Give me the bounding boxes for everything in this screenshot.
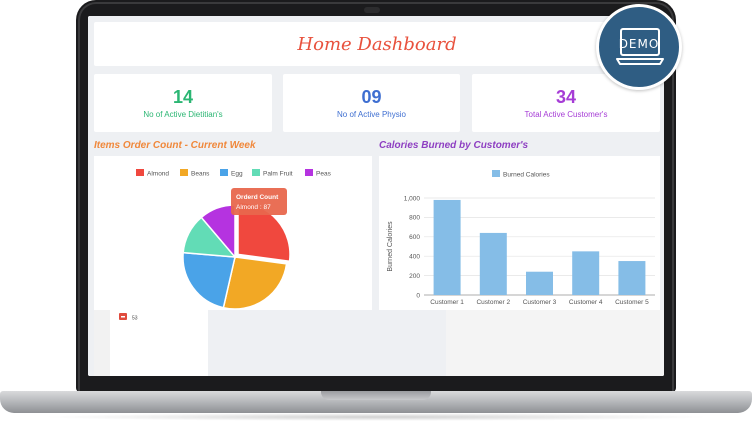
pie-legend-item-almond[interactable]: Almond: [136, 169, 169, 178]
y-tick-label: 600: [409, 234, 420, 241]
laptop-base: [0, 391, 752, 413]
bar-2[interactable]: [479, 232, 507, 295]
legend-label: Egg: [231, 171, 243, 178]
stat-value: 14: [172, 87, 194, 107]
demo-badge[interactable]: DEMO: [596, 4, 682, 90]
legend-label: Peas: [316, 171, 332, 178]
lower-left-panel: 53: [110, 310, 208, 376]
laptop-icon: [616, 28, 664, 65]
legend-swatch: [136, 169, 144, 176]
y-tick-label: 1,000: [404, 195, 421, 202]
bar-4[interactable]: [572, 251, 600, 295]
stat-value: 34: [555, 87, 577, 107]
pie-section-title: Items Order Count - Current Week: [94, 140, 256, 151]
lower-strip: [94, 310, 110, 376]
x-tick-label: Customer 1: [430, 299, 464, 306]
stat-card-dietitians[interactable]: 14 No of Active Dietitian's: [94, 74, 272, 132]
bar-section-title: Calories Burned by Customer's: [379, 140, 529, 151]
laptop-notch: [321, 391, 431, 400]
pie-tooltip: Orderd Count Almond : 87: [231, 188, 287, 215]
bar-3[interactable]: [526, 271, 553, 295]
legend-label: Burned Calories: [503, 172, 550, 179]
lower-legend-swatch-mark: [121, 316, 125, 318]
laptop-shadow: [40, 413, 712, 421]
bar-1[interactable]: [433, 199, 461, 295]
legend-swatch: [305, 169, 313, 176]
x-tick-label: Customer 2: [476, 299, 510, 306]
y-tick-label: 200: [409, 273, 420, 280]
legend-label: Beans: [191, 171, 210, 178]
tooltip-text: Almond : 87: [236, 204, 271, 211]
legend-swatch: [492, 170, 500, 177]
legend-swatch: [180, 169, 188, 176]
demo-label: DEMO: [618, 37, 660, 51]
x-tick-label: Customer 3: [523, 299, 557, 306]
y-tick-label: 0: [416, 292, 420, 299]
lower-legend-value: 53: [132, 316, 138, 322]
pie-legend-item-egg[interactable]: Egg: [220, 169, 243, 178]
stat-value: 09: [361, 87, 382, 107]
pie-chart: Almond Beans Egg Palm Fruit Peas Orderd Count…: [136, 169, 332, 310]
legend-label: Almond: [147, 171, 169, 178]
pie-legend-item-beans[interactable]: Beans: [180, 169, 210, 178]
pie-slice-egg[interactable]: [182, 251, 236, 309]
pie-chart-panel: Almond Beans Egg Palm Fruit Peas Orderd Count…: [94, 156, 372, 310]
dashboard-header: Home Dashboard: [94, 22, 660, 66]
tooltip-title: Orderd Count: [236, 194, 279, 201]
y-tick-label: 800: [409, 215, 420, 222]
x-tick-label: Customer 4: [569, 299, 603, 306]
pie-legend-item-palm-fruit[interactable]: Palm Fruit: [252, 169, 293, 178]
bar-chart: Burned Calories 0 200 400 600 800 1,000 Custome…: [387, 170, 655, 317]
camera: [364, 7, 380, 13]
pie-legend-item-peas[interactable]: Peas: [305, 169, 332, 178]
legend-label: Palm Fruit: [263, 171, 293, 178]
y-axis-title: Burned Calories: [387, 221, 394, 272]
legend-swatch: [252, 169, 260, 176]
stat-label: No of Active Physio: [337, 110, 406, 119]
legend-swatch: [220, 169, 228, 176]
bar-5[interactable]: [618, 261, 646, 295]
stat-card-physio[interactable]: 09 No of Active Physio: [283, 74, 460, 132]
x-tick-label: Customer 5: [615, 299, 649, 306]
lower-legend: 53: [119, 313, 138, 322]
page-title: Home Dashboard: [297, 33, 457, 55]
y-tick-label: 400: [409, 254, 420, 261]
bar-legend-item[interactable]: Burned Calories: [492, 170, 550, 179]
tooltip-box: [231, 188, 287, 215]
stat-label: No of Active Dietitian's: [143, 110, 223, 119]
bar-chart-panel: Burned Calories 0 200 400 600 800 1,000 Custome…: [379, 156, 660, 317]
screen: Home Dashboard 14 No of Active Dietitian…: [88, 16, 664, 376]
pie-slice-beans[interactable]: [222, 256, 288, 310]
stat-label: Total Active Customer's: [524, 110, 608, 119]
lower-right-panel: [446, 310, 664, 376]
